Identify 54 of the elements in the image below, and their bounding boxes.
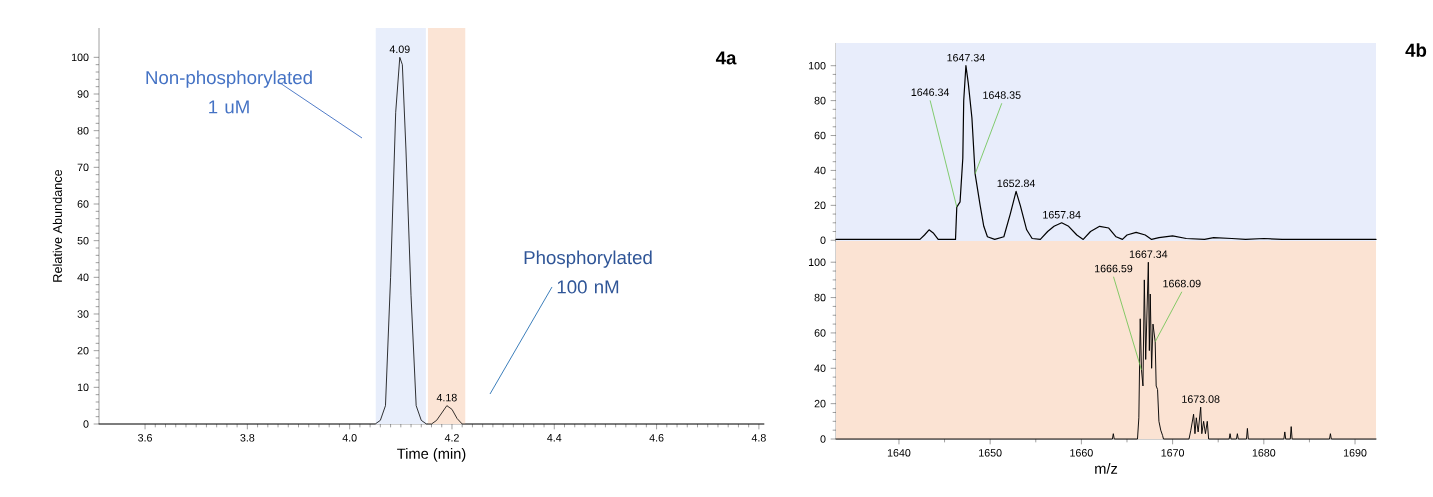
y-tick-label: 0 [820,236,826,245]
y-tick-label: 100 [808,61,826,70]
annotation: Phosphorylated 100 nM [524,250,652,294]
annotation: Non-phosphorylated 1 uM [146,70,312,114]
y-axis-title: Relative Abundance [52,169,63,282]
y-tick-label: 100 [71,53,89,62]
x-tick-label: 1640 [887,449,911,457]
y-tick-label: 40 [77,273,89,282]
annotation: 1666.59 [1095,264,1133,273]
x-tick-label: 3.8 [240,434,255,442]
y-tick-label: 40 [814,364,826,373]
annotation: 1668.09 [1163,279,1201,288]
y-tick-label: 40 [814,166,826,175]
annotation: 1646.34 [911,88,950,97]
y-tick-label: 20 [814,399,826,408]
x-tick-label: 1670 [1161,449,1185,457]
annotation: 1673.08 [1182,395,1220,403]
annotation: 1647.34 [947,53,985,62]
annotation: 4.18 [436,393,457,402]
y-tick-label: 30 [77,310,89,318]
annotation: 4a [715,51,737,65]
y-tick-label: 50 [77,236,89,245]
x-tick-label: 1680 [1252,449,1276,457]
y-tick-label: 80 [77,126,89,135]
annotation: 4.09 [389,45,410,54]
annotation: 1657.84 [1043,210,1081,219]
x-tick-label: 1660 [1070,449,1093,457]
y-tick-label: 90 [77,90,89,98]
annotation: 1648.35 [983,91,1021,99]
x-tick-label: 4.0 [342,434,357,442]
y-tick-label: 20 [814,201,826,210]
y-tick-label: 70 [77,163,89,172]
y-tick-label: 80 [814,293,826,302]
y-tick-label: 60 [814,329,826,337]
y-tick-label: 60 [814,131,826,140]
y-tick-label: 20 [77,346,89,355]
x-tick-label: 1690 [1343,449,1367,457]
y-tick-label: 0 [820,435,826,443]
y-tick-label: 100 [808,258,826,266]
x-tick-label: 4.4 [547,434,562,442]
x-tick-label: 4.6 [649,434,664,442]
annotation: 1652.84 [997,179,1036,188]
y-tick-label: 10 [77,383,89,392]
x-axis-title: m/z [1095,463,1118,474]
x-tick-label: 1650 [979,449,1002,457]
x-tick-label: 4.8 [751,434,766,442]
x-axis-title: Time (min) [397,448,466,462]
annotation: 1667.34 [1129,250,1168,258]
y-tick-label: 60 [77,200,89,208]
x-tick-label: 3.6 [138,434,152,442]
y-tick-label: 80 [814,96,826,105]
x-tick-label: 4.2 [444,434,459,442]
text: 4b [1405,43,1427,57]
y-tick-label: 0 [83,420,89,428]
